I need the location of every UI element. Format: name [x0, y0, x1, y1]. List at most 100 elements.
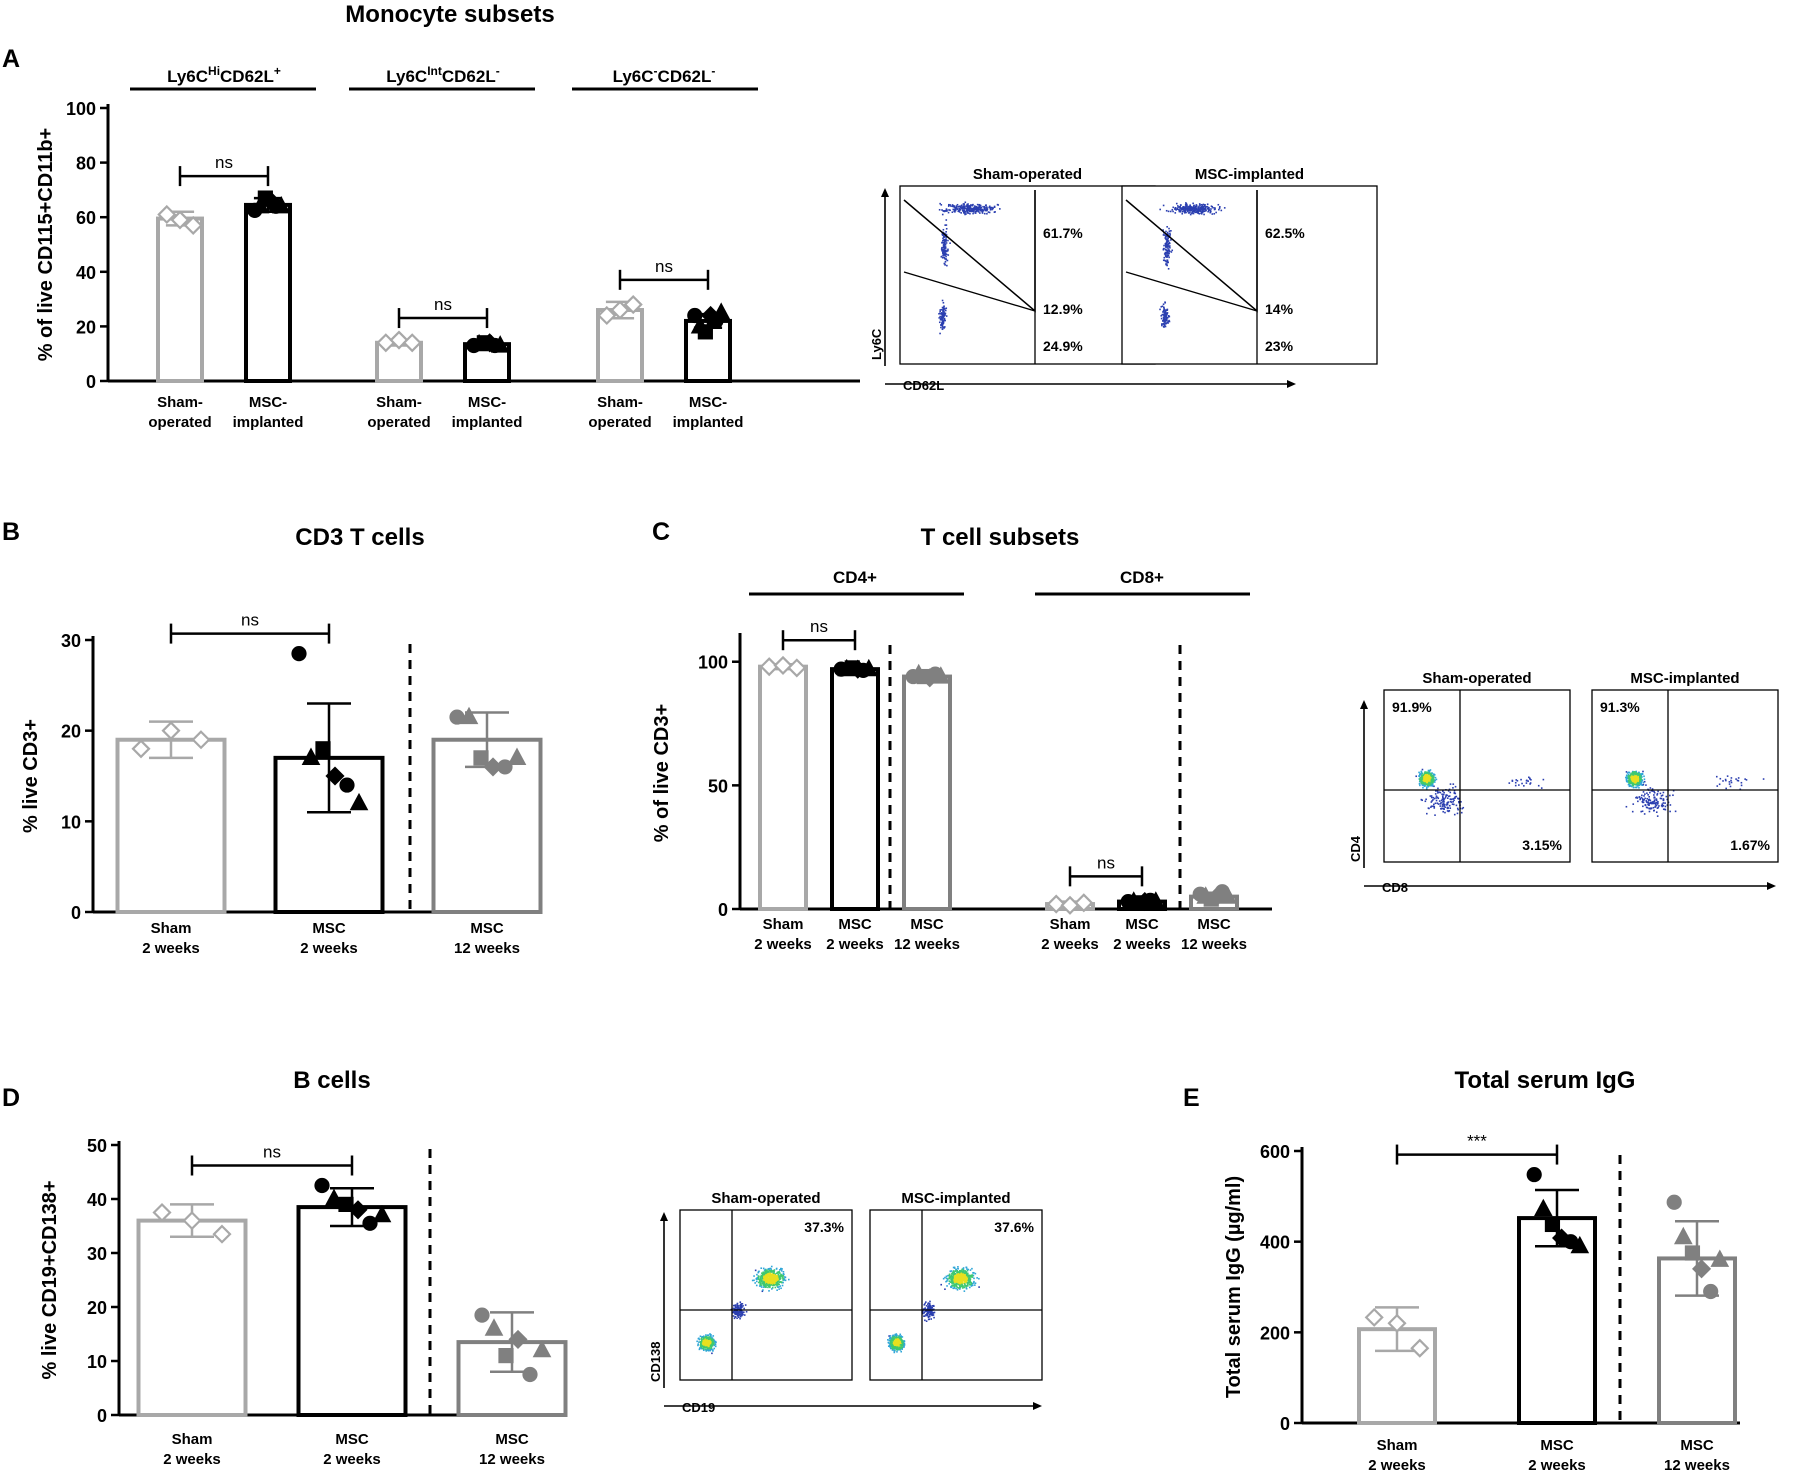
event-dot	[959, 1274, 962, 1276]
event-dot	[967, 212, 970, 214]
event-dot	[944, 210, 946, 212]
event-dot	[964, 201, 967, 204]
event-dot	[944, 224, 946, 226]
event-dot	[892, 1336, 895, 1338]
event-dot	[925, 1305, 928, 1307]
event-dot	[1187, 209, 1190, 211]
event-dot	[921, 1312, 924, 1315]
event-dot	[993, 211, 996, 214]
event-dot	[899, 1333, 902, 1336]
event-dot	[1437, 792, 1439, 794]
event-dot	[764, 1272, 766, 1274]
event-dot	[924, 1302, 926, 1305]
event-dot	[962, 1272, 965, 1275]
event-dot	[742, 1311, 745, 1314]
data-point	[376, 333, 396, 353]
event-dot	[737, 1311, 740, 1314]
event-dot	[700, 1339, 703, 1341]
subset-header-cd8: CD8+	[1120, 568, 1164, 587]
event-dot	[766, 1270, 769, 1273]
y-tick-label: 100	[698, 653, 728, 673]
event-dot	[1516, 779, 1519, 782]
event-dot	[961, 1280, 964, 1283]
event-dot	[774, 1274, 776, 1277]
event-dot	[949, 1281, 952, 1283]
event-dot	[1744, 778, 1746, 780]
event-dot	[923, 1303, 926, 1306]
event-dot	[702, 1345, 704, 1348]
event-dot	[707, 1341, 710, 1343]
event-dot	[950, 1270, 953, 1272]
event-dot	[1219, 205, 1221, 208]
flow-y-label: CD138	[648, 1342, 663, 1382]
event-dot	[1162, 229, 1164, 231]
event-dot	[1444, 797, 1447, 799]
event-dot	[944, 1276, 946, 1279]
event-dot	[1642, 805, 1644, 808]
event-dot	[1164, 314, 1167, 317]
event-dot	[1643, 775, 1645, 778]
event-dot	[1655, 798, 1658, 801]
event-dot	[943, 327, 946, 329]
event-dot	[961, 1268, 963, 1271]
event-dot	[923, 1315, 926, 1317]
event-dot	[1166, 256, 1168, 258]
event-dot	[760, 1279, 763, 1281]
x-category-label: MSC	[838, 916, 872, 933]
event-dot	[942, 312, 945, 314]
event-dot	[1657, 790, 1659, 793]
event-dot	[944, 309, 947, 312]
event-dot	[1183, 208, 1186, 210]
event-dot	[968, 1278, 971, 1280]
event-dot	[963, 1286, 966, 1289]
data-point	[291, 645, 307, 662]
event-dot	[772, 1283, 775, 1286]
event-dot	[961, 1287, 964, 1289]
event-dot	[1730, 781, 1733, 784]
event-dot	[1437, 787, 1439, 790]
event-dot	[1211, 206, 1214, 208]
event-dot	[1210, 208, 1212, 210]
event-dot	[942, 244, 945, 247]
event-dot	[775, 1277, 778, 1280]
event-dot	[900, 1350, 903, 1353]
event-dot	[946, 209, 948, 211]
event-dot	[1164, 323, 1167, 325]
event-dot	[993, 206, 996, 209]
event-dot	[981, 208, 983, 211]
event-dot	[1214, 208, 1216, 210]
event-dot	[1445, 795, 1447, 798]
event-dot	[780, 1267, 782, 1270]
event-dot	[1661, 794, 1664, 797]
event-dot	[1661, 803, 1664, 806]
event-dot	[944, 252, 947, 255]
event-dot	[776, 1276, 779, 1278]
event-dot	[976, 203, 979, 206]
event-dot	[767, 1284, 769, 1286]
event-dot	[1422, 775, 1425, 778]
event-dot	[1165, 246, 1167, 249]
flow-y-arrowhead	[881, 188, 889, 197]
event-dot	[1635, 775, 1637, 777]
event-dot	[1162, 234, 1165, 236]
event-dot	[782, 1276, 784, 1279]
event-dot	[712, 1342, 715, 1344]
event-dot	[734, 1310, 737, 1313]
event-dot	[732, 1311, 735, 1314]
event-dot	[889, 1335, 892, 1337]
event-dot	[1425, 778, 1428, 781]
event-dot	[947, 1274, 949, 1277]
event-dot	[947, 249, 949, 252]
event-dot	[770, 1284, 772, 1286]
event-dot	[978, 203, 981, 206]
event-dot	[1172, 210, 1174, 213]
event-dot	[938, 321, 941, 324]
event-dot	[924, 1319, 926, 1322]
event-dot	[1641, 772, 1644, 775]
event-dot	[768, 1290, 770, 1292]
event-dot	[763, 1269, 766, 1271]
event-dot	[1640, 775, 1642, 778]
event-dot	[761, 1282, 763, 1285]
event-dot	[762, 1267, 765, 1270]
